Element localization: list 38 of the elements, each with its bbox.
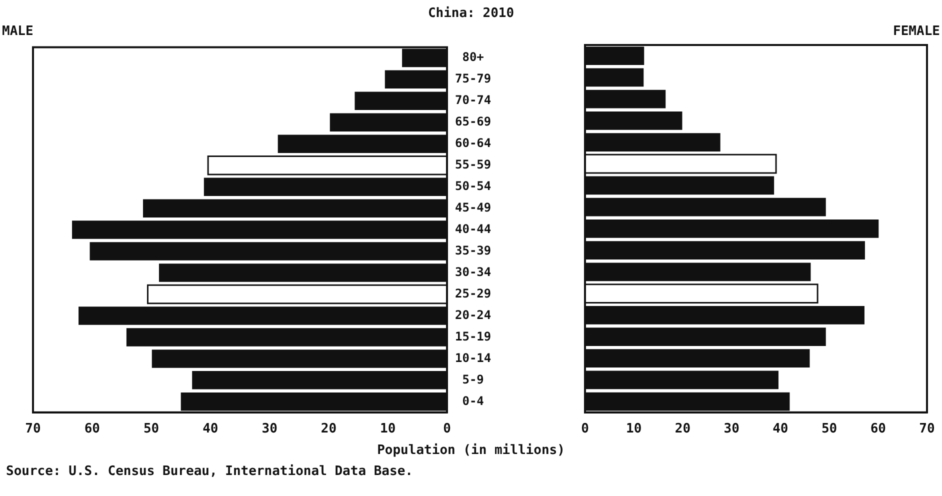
- y-tick-label: 55-59: [455, 157, 492, 172]
- x-tick-label: 10: [380, 422, 396, 437]
- x-tick-label: 0: [581, 422, 590, 437]
- y-tick-label: 40-44: [455, 222, 492, 236]
- y-tick-label: 75-79: [455, 72, 492, 86]
- y-tick-label: 45-49: [455, 200, 492, 214]
- x-tick-label: 70: [25, 422, 41, 437]
- x-tick-label: 40: [202, 422, 218, 437]
- y-tick-label: 35-39: [455, 243, 492, 258]
- y-tick-label: 5-9: [462, 372, 484, 386]
- y-tick-label: 25-29: [455, 286, 492, 300]
- y-tick-label: 80+: [462, 50, 484, 64]
- x-tick-label: 50: [143, 422, 160, 437]
- x-tick-label: 60: [84, 422, 100, 437]
- y-tick-label: 30-34: [455, 264, 492, 279]
- y-tick-label: 60-64: [455, 136, 492, 150]
- x-tick-label: 60: [870, 422, 886, 437]
- x-axis-title: Population (in millions): [376, 443, 566, 458]
- source-note: Source: U.S. Census Bureau, International Data Base.: [6, 464, 413, 479]
- x-tick-label: 50: [821, 422, 838, 437]
- y-tick-label: 15-19: [455, 329, 492, 344]
- x-tick-label: 20: [674, 422, 691, 437]
- text: FEMALE: [893, 24, 940, 39]
- x-tick-label: 10: [626, 422, 642, 437]
- x-tick-label: 40: [772, 422, 788, 437]
- x-tick-label: 20: [320, 422, 337, 437]
- text: MALE: [2, 24, 34, 39]
- y-tick-label: 50-54: [455, 178, 492, 193]
- y-tick-label: 20-24: [455, 308, 492, 322]
- y-tick-label: 10-14: [455, 350, 492, 365]
- y-tick-label: 70-74: [455, 93, 492, 108]
- x-tick-label: 30: [724, 422, 740, 437]
- x-tick-label: 70: [919, 422, 935, 437]
- x-tick-label: 30: [262, 422, 278, 437]
- x-tick-label: 0: [443, 422, 452, 437]
- chart-title: China: 2010: [426, 6, 516, 21]
- y-tick-label: 65-69: [455, 114, 492, 129]
- y-tick-label: 0-4: [462, 394, 484, 408]
